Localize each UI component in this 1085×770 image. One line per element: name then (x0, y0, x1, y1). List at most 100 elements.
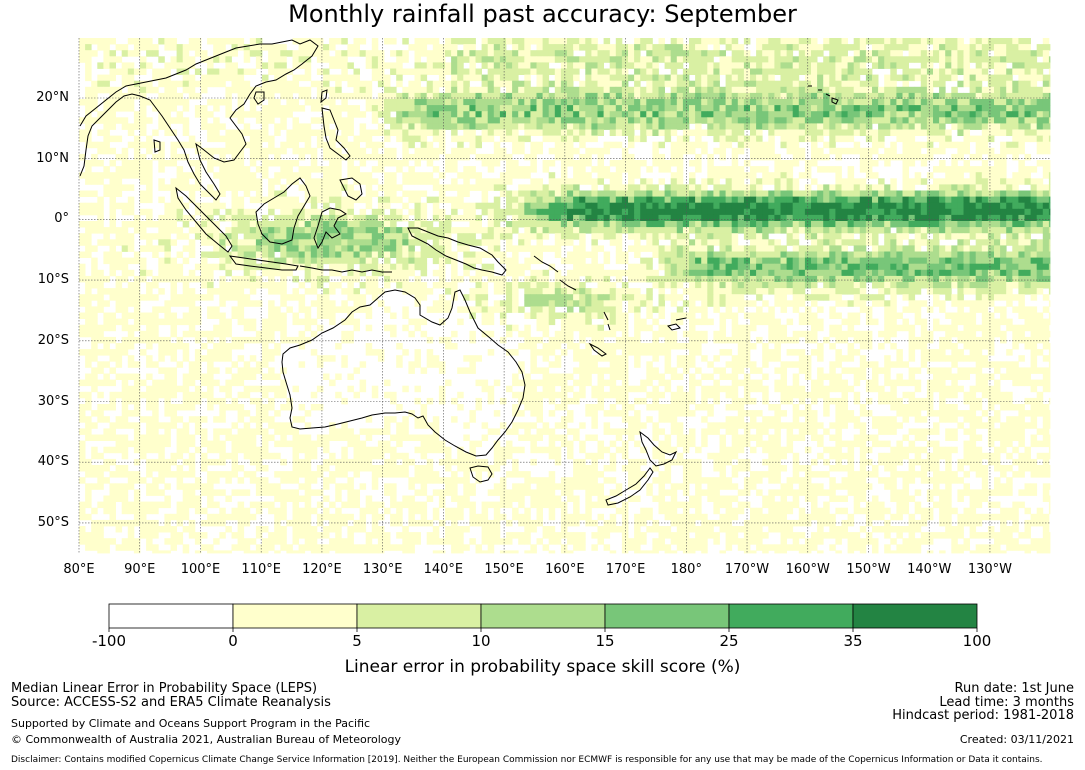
skill-cell (475, 214, 482, 222)
skill-cell (481, 123, 489, 130)
skill-cell (542, 92, 550, 100)
skill-cell (237, 105, 245, 112)
skill-cell (268, 111, 275, 118)
skill-cell (481, 92, 489, 100)
skill-cell (255, 147, 263, 155)
skill-cell (329, 62, 336, 69)
skill-cell (201, 86, 208, 94)
skill-cell (85, 68, 92, 75)
skill-cell (274, 56, 281, 63)
skill-cell (682, 202, 690, 210)
skill-cell (829, 80, 836, 88)
skill-cell (377, 153, 385, 161)
skill-cell (1030, 245, 1038, 252)
skill-cell (774, 117, 781, 124)
skill-cell (463, 44, 470, 51)
skill-cell (231, 263, 238, 271)
skill-cell (713, 233, 720, 240)
skill-cell (109, 221, 116, 228)
skill-cell (957, 166, 964, 173)
skill-cell (798, 105, 806, 112)
skill-cell (725, 208, 733, 216)
skill-cell (768, 172, 775, 179)
skill-cell (286, 80, 293, 88)
skill-cell (731, 190, 739, 197)
skill-cell (585, 135, 592, 143)
skill-cell (1012, 214, 1019, 222)
skill-cell (719, 99, 726, 106)
skill-cell (438, 257, 446, 265)
skill-cell (658, 202, 665, 210)
skill-cell (1042, 141, 1050, 149)
skill-cell (97, 62, 104, 69)
skill-cell (481, 153, 489, 161)
skill-cell (756, 80, 763, 88)
skill-cell (987, 153, 995, 161)
skill-cell (689, 263, 696, 271)
skill-cell (792, 80, 800, 88)
skill-cell (987, 74, 995, 82)
skill-cell (634, 227, 641, 234)
skill-cell (201, 153, 208, 161)
skill-cell (829, 123, 836, 130)
skill-cell (268, 233, 275, 240)
skill-cell (798, 80, 806, 88)
skill-cell (835, 239, 842, 246)
skill-cell (682, 147, 690, 155)
skill-cell (506, 239, 513, 246)
skill-cell (920, 117, 928, 124)
skill-cell (682, 135, 690, 143)
skill-cell (359, 227, 367, 234)
skill-cell (920, 62, 928, 69)
skill-cell (847, 62, 855, 69)
skill-cell (243, 251, 251, 258)
skill-cell (926, 257, 934, 265)
skill-cell (652, 251, 659, 258)
skill-cell (432, 50, 440, 57)
skill-cell (884, 257, 891, 265)
skill-cell (103, 123, 110, 130)
skill-cell (975, 135, 983, 143)
skill-cell (981, 178, 989, 185)
skill-cell (390, 245, 397, 252)
skill-cell (146, 50, 153, 57)
skill-cell (164, 269, 171, 277)
skill-cell (896, 92, 903, 100)
skill-cell (817, 105, 824, 112)
skill-cell (1042, 74, 1050, 82)
skill-cell (560, 147, 568, 155)
skill-cell (414, 105, 421, 112)
skill-cell (756, 263, 763, 271)
skill-cell (804, 245, 812, 252)
skill-cell (634, 92, 641, 100)
skill-cell (896, 135, 903, 143)
skill-cell (262, 111, 269, 118)
skill-cell (872, 233, 879, 240)
skill-cell (890, 80, 897, 88)
skill-cell (774, 166, 781, 173)
skill-cell (493, 227, 501, 234)
skill-cell (786, 111, 794, 118)
skill-cell (719, 233, 726, 240)
skill-cell (219, 251, 226, 258)
skill-cell (426, 92, 434, 100)
skill-cell (597, 44, 604, 51)
skill-cell (695, 214, 702, 222)
skill-cell (115, 92, 123, 100)
skill-cell (1024, 50, 1031, 57)
skill-cell (969, 233, 977, 240)
skill-cell (481, 74, 489, 82)
skill-cell (786, 135, 794, 143)
skill-cell (762, 56, 769, 63)
skill-cell (292, 263, 299, 271)
skill-cell (603, 44, 611, 51)
skill-cell (1018, 245, 1025, 252)
skill-cell (133, 141, 141, 149)
skill-cell (750, 62, 757, 69)
skill-cell (847, 172, 855, 179)
skill-cell (323, 178, 330, 185)
skill-cell (487, 202, 495, 210)
skill-cell (298, 257, 306, 265)
skill-cell (542, 233, 550, 240)
skill-cell (274, 99, 281, 106)
